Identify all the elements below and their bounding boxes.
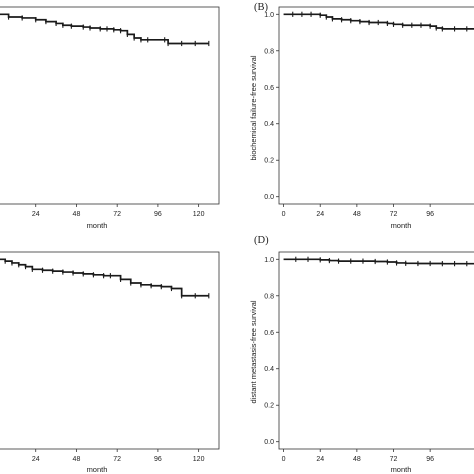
panel-d-x-tick-label-24: 24 — [316, 456, 324, 463]
panel-a-x-tick-label-72: 72 — [113, 211, 121, 218]
panel-a-x-axis-title: month — [87, 221, 108, 230]
panel-d-y-tick-label-5: 1.0 — [264, 257, 274, 264]
panel-a-x-tick-label-120: 120 — [193, 211, 205, 218]
panel-d-y-tick-label-3: 0.6 — [264, 330, 274, 337]
panel-d-label: (D) — [254, 235, 269, 246]
panel-a-x-tick-label-24: 24 — [32, 211, 40, 218]
panel-b-survival-curve — [283, 13, 474, 30]
panel-a-survival-curve — [0, 13, 209, 45]
panel-b-x-tick-label-48: 48 — [353, 211, 361, 218]
panel-b-x-tick-label-96: 96 — [426, 211, 434, 218]
panel-d-x-axis-title: month — [391, 465, 412, 474]
panel-b-marks: 0 24 48 72 96 0.0 0.2 0.4 0.6 0.8 1.0 — [264, 11, 474, 218]
panel-b-y-axis-title: biochemical failure-free survival — [249, 55, 258, 160]
panel-b: 0 24 48 72 96 0.0 0.2 0.4 0.6 0.8 1.0 (B) biochemi… — [249, 2, 474, 230]
panel-b-label: (B) — [254, 2, 269, 13]
panel-c-x-tick-label-24: 24 — [32, 456, 40, 463]
panel-b-y-tick-label-4: 0.8 — [264, 48, 274, 55]
panel-c-x-tick-label-72: 72 — [113, 456, 121, 463]
panel-b-frame — [278, 6, 474, 205]
panel-c: 24 48 72 96 120 month — [0, 251, 220, 474]
panel-a-marks: 24 48 72 96 120 — [0, 13, 210, 218]
panel-d-x-tick-label-96: 96 — [426, 456, 434, 463]
panel-d-survival-curve — [283, 258, 474, 265]
panel-b-y-tick-label-0: 0.0 — [264, 194, 274, 201]
panel-a-x-tick-label-96: 96 — [154, 211, 162, 218]
panel-d-y-tick-label-4: 0.8 — [264, 293, 274, 300]
panel-d-y-tick-label-2: 0.4 — [264, 366, 274, 373]
panel-d-marks: 0 24 48 72 96 0.0 0.2 0.4 0.6 0.8 1.0 — [264, 256, 474, 463]
panel-b-x-tick-label-72: 72 — [390, 211, 398, 218]
panel-c-x-tick-label-96: 96 — [154, 456, 162, 463]
panel-b-y-tick-label-1: 0.2 — [264, 158, 274, 165]
panel-d: 0 24 48 72 96 0.0 0.2 0.4 0.6 0.8 1.0 (D) distant … — [249, 235, 474, 474]
panel-b-x-axis-title: month — [391, 221, 412, 230]
panel-c-x-tick-label-120: 120 — [193, 456, 205, 463]
panel-c-x-axis-title: month — [87, 465, 108, 474]
panel-c-frame — [0, 251, 220, 450]
panel-d-y-tick-label-1: 0.2 — [264, 403, 274, 410]
panel-b-x-tick-label-0: 0 — [282, 211, 286, 218]
panel-c-x-tick-label-48: 48 — [73, 456, 81, 463]
panel-d-x-tick-label-0: 0 — [282, 456, 286, 463]
panel-c-marks: 24 48 72 96 120 — [0, 258, 210, 463]
panel-a-x-tick-label-48: 48 — [73, 211, 81, 218]
panel-d-y-axis-title: distant metastasis-free survival — [249, 300, 258, 403]
panel-b-y-tick-label-3: 0.6 — [264, 85, 274, 92]
panel-a: 24 48 72 96 120 month — [0, 6, 220, 230]
panel-d-x-tick-label-72: 72 — [390, 456, 398, 463]
panel-d-y-tick-label-0: 0.0 — [264, 439, 274, 446]
panel-d-frame — [278, 251, 474, 450]
panel-a-frame — [0, 6, 220, 205]
panel-d-x-tick-label-48: 48 — [353, 456, 361, 463]
panel-b-y-tick-label-5: 1.0 — [264, 12, 274, 19]
panel-c-survival-curve — [0, 258, 209, 297]
panel-b-y-tick-label-2: 0.4 — [264, 121, 274, 128]
panel-b-x-tick-label-24: 24 — [316, 211, 324, 218]
